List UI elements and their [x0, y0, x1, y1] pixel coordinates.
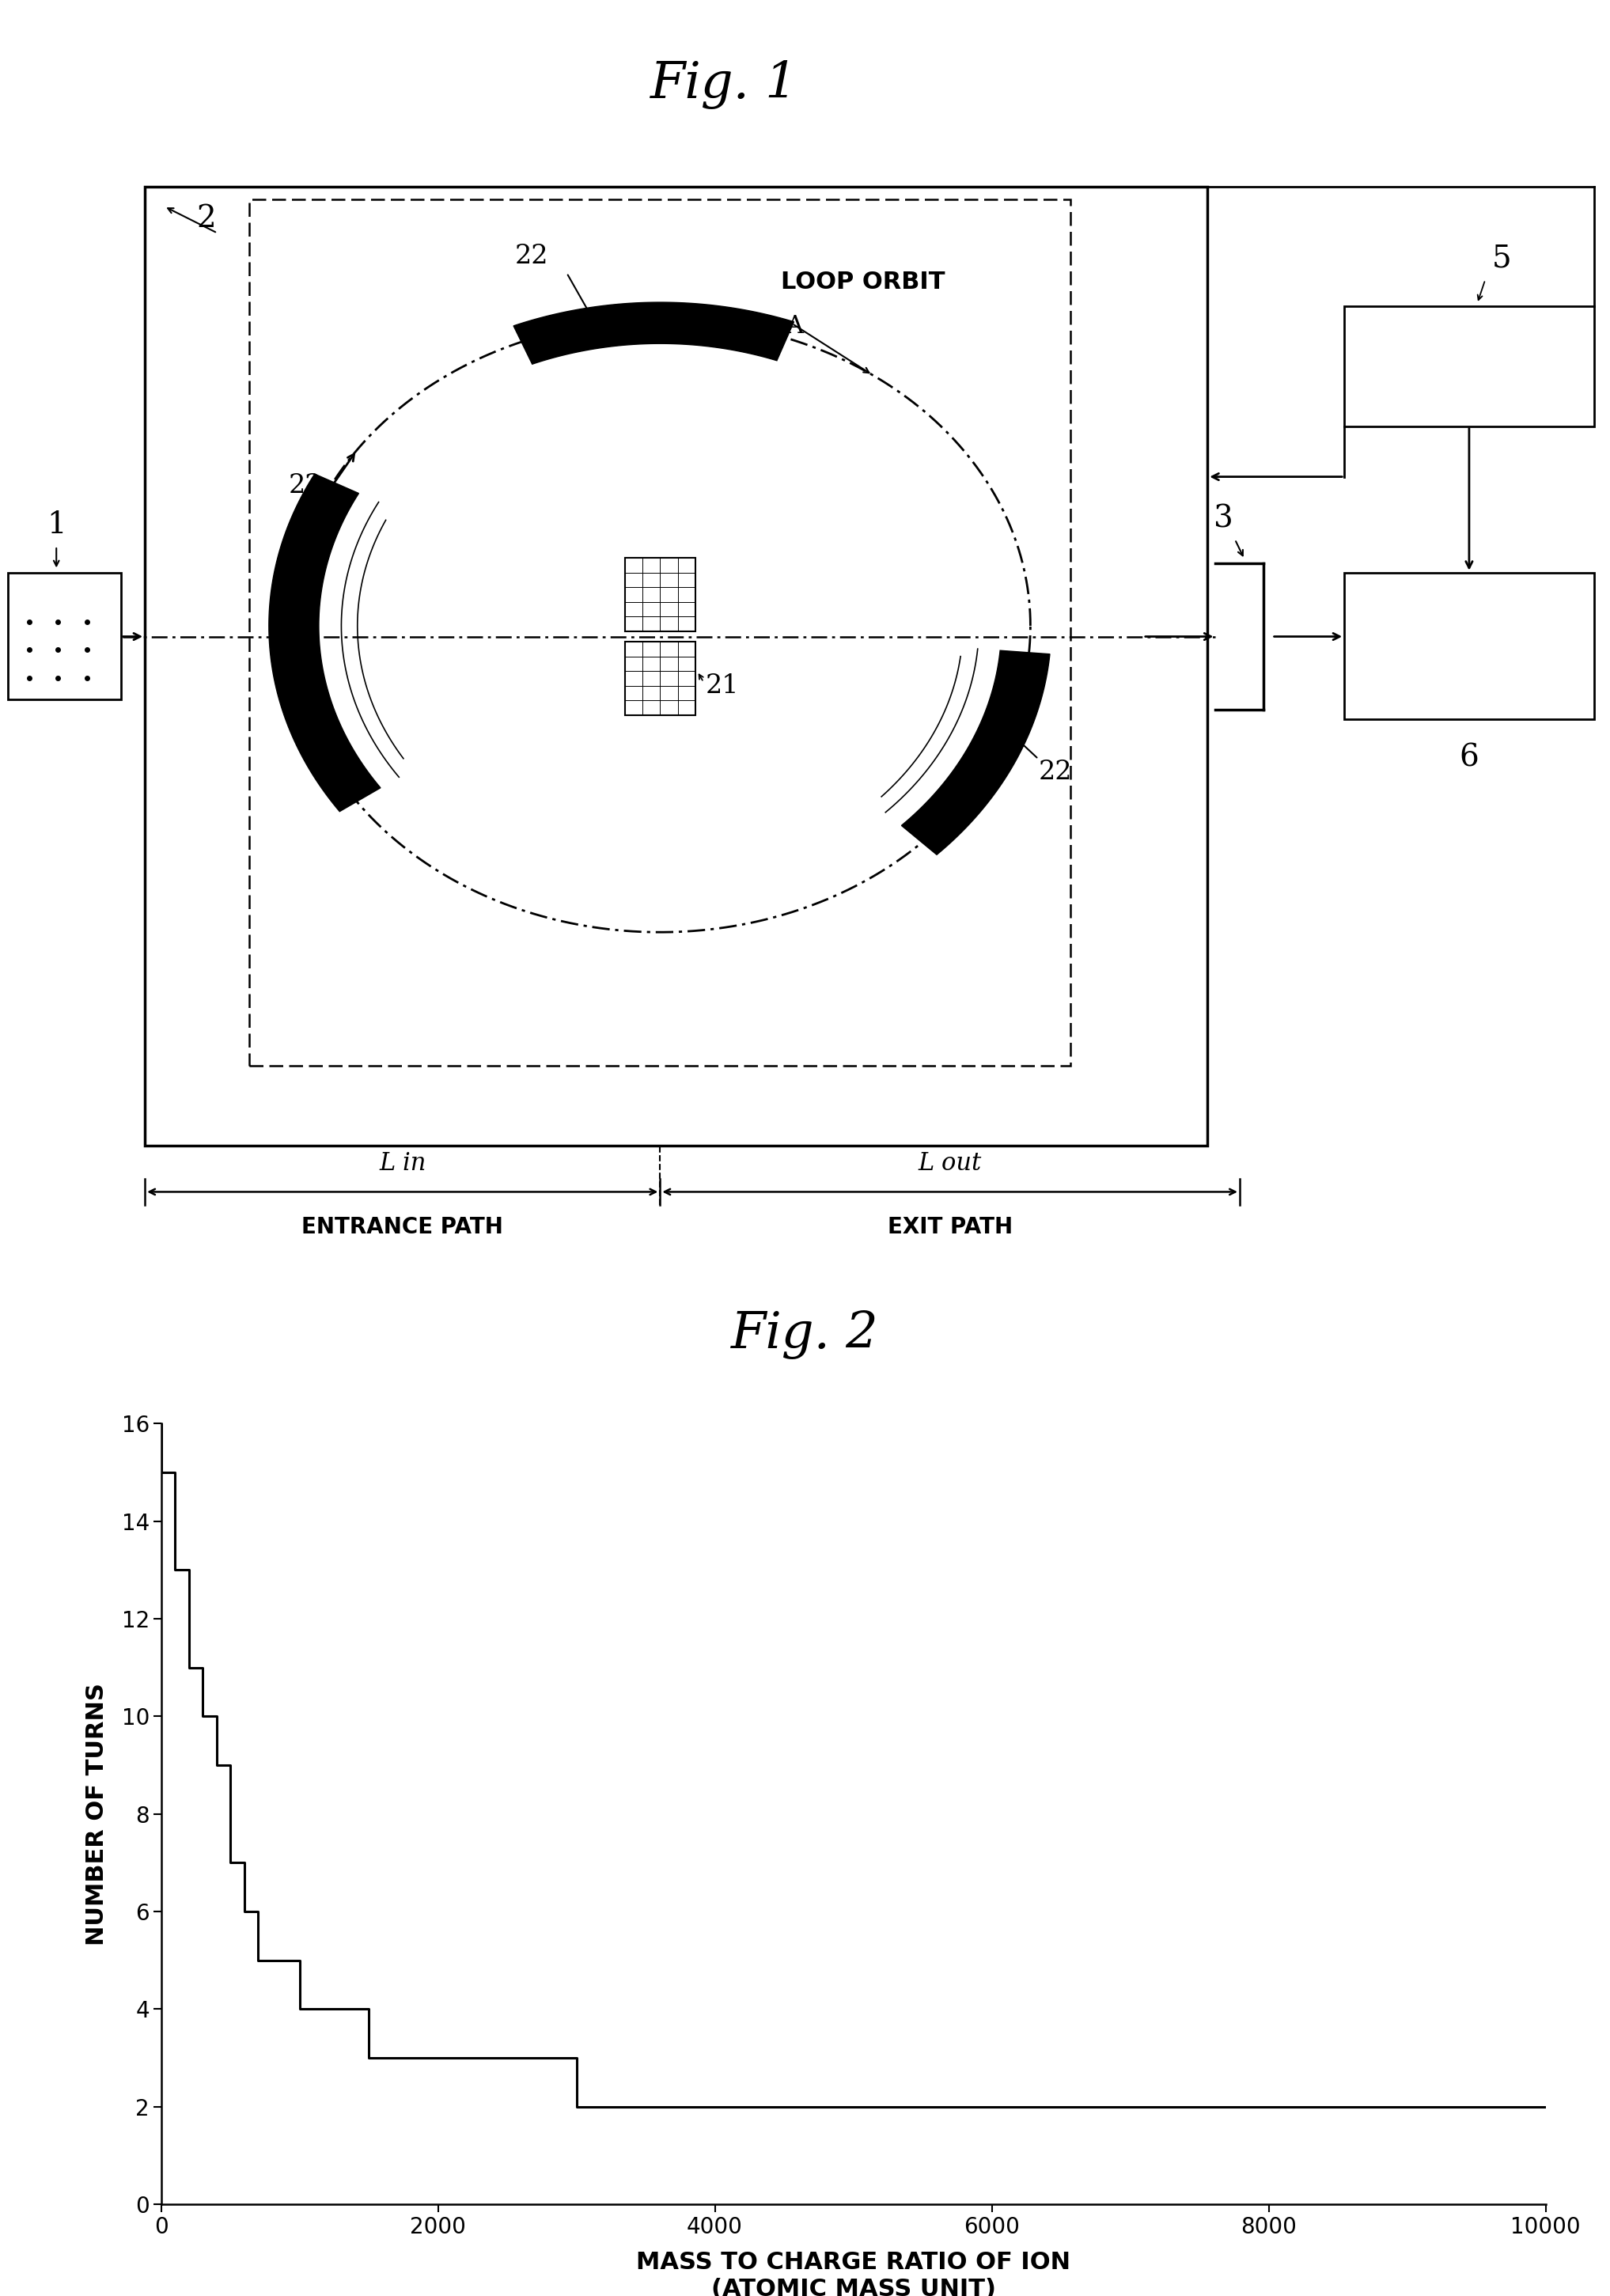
- Y-axis label: NUMBER OF TURNS: NUMBER OF TURNS: [85, 1683, 108, 1945]
- Bar: [625, 558, 696, 631]
- Text: L in: L in: [378, 1150, 427, 1176]
- Bar: [1344, 572, 1594, 719]
- Text: 22: 22: [1038, 760, 1072, 785]
- Bar: [1344, 305, 1594, 427]
- Text: ENTRANCE PATH: ENTRANCE PATH: [301, 1217, 504, 1238]
- Bar: [625, 643, 696, 714]
- Text: DATA: DATA: [1438, 615, 1501, 636]
- Text: 21: 21: [705, 673, 739, 698]
- Text: LOOP ORBIT: LOOP ORBIT: [781, 271, 945, 294]
- Text: EXIT PATH: EXIT PATH: [887, 1217, 1013, 1238]
- Text: 22: 22: [288, 473, 322, 498]
- Text: CONTROLLER: CONTROLLER: [1388, 356, 1550, 377]
- Polygon shape: [902, 650, 1050, 854]
- Text: L out: L out: [918, 1150, 982, 1176]
- Text: PROCESSOR: PROCESSOR: [1394, 659, 1544, 682]
- Text: 2: 2: [196, 204, 216, 232]
- Bar: [250, 200, 1071, 1065]
- Text: A: A: [786, 315, 803, 338]
- Text: 1: 1: [47, 510, 66, 540]
- Polygon shape: [269, 473, 380, 810]
- Text: 6: 6: [1459, 744, 1480, 771]
- Text: 3: 3: [1214, 505, 1233, 535]
- X-axis label: MASS TO CHARGE RATIO OF ION
(ATOMIC MASS UNIT): MASS TO CHARGE RATIO OF ION (ATOMIC MASS…: [636, 2250, 1071, 2296]
- Text: 22: 22: [515, 243, 547, 269]
- Text: 5: 5: [1491, 243, 1512, 273]
- Bar: [8, 572, 121, 698]
- Text: Fig. 2: Fig. 2: [731, 1311, 879, 1359]
- Bar: [145, 186, 1208, 1146]
- Polygon shape: [514, 303, 794, 365]
- Text: Fig. 1: Fig. 1: [650, 60, 799, 108]
